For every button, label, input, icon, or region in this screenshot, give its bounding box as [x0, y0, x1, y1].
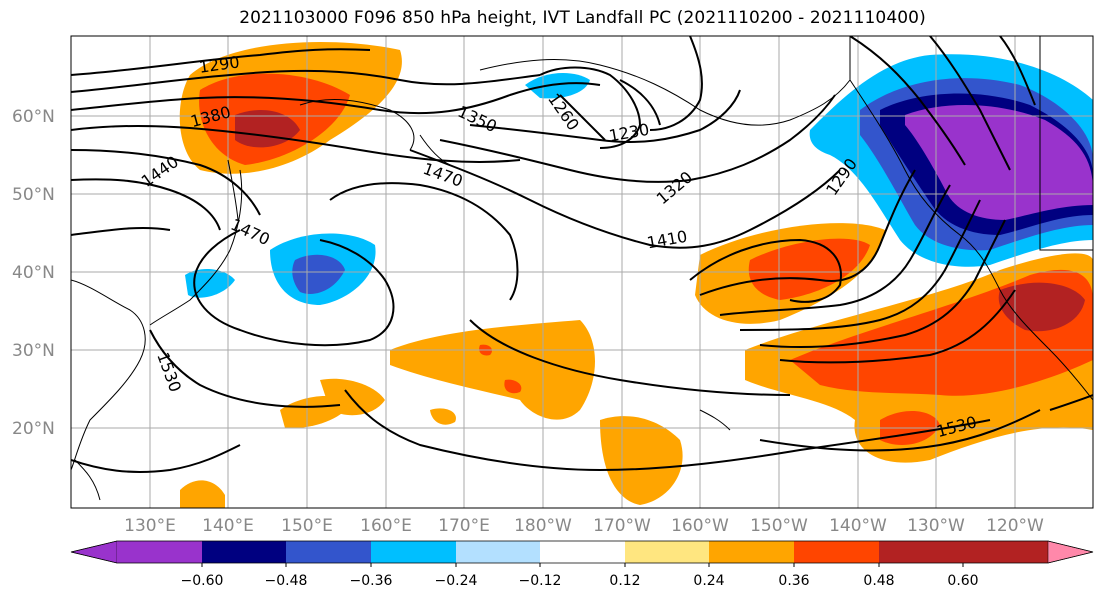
colorbar-swatch-12: [1047, 540, 1094, 564]
lon-label-120w: 120°W: [986, 516, 1044, 536]
colorbar-swatch-10: [879, 541, 963, 563]
lat-label-60n: 60°N: [12, 107, 55, 127]
lon-label-130e: 130°E: [124, 516, 176, 536]
lon-label-150e: 150°E: [281, 516, 333, 536]
ivt-negative-shading: [185, 54, 1093, 305]
lon-label-140e: 140°E: [202, 516, 254, 536]
colorbar-label-9: 0.60: [947, 573, 978, 589]
colorbar-outline: [70, 540, 1094, 564]
colorbar-label-7: 0.36: [778, 573, 809, 589]
colorbar-swatch-7: [625, 541, 709, 563]
colorbar-label-1: −0.48: [265, 573, 308, 589]
lon-label-160w: 160°W: [671, 516, 729, 536]
colorbar-swatch-5: [456, 541, 540, 563]
latitude-labels: 60°N 50°N 40°N 30°N 20°N: [12, 107, 55, 439]
lon-label-170w: 170°W: [593, 516, 651, 536]
colorbar-label-0: −0.60: [181, 573, 224, 589]
colorbar-swatch-4: [371, 541, 456, 563]
lon-label-150w: 150°W: [750, 516, 808, 536]
lon-label-140w: 140°W: [829, 516, 887, 536]
colorbar-label-2: −0.36: [350, 573, 393, 589]
lat-label-30n: 30°N: [12, 341, 55, 361]
lon-label-160e: 160°E: [360, 516, 412, 536]
colorbar-swatch-6: [540, 541, 625, 563]
colorbar: −0.60 −0.48 −0.36 −0.24 −0.12 0.12 0.24 …: [70, 540, 1094, 589]
lon-label-180w: 180°W: [514, 516, 572, 536]
colorbar-label-5: 0.12: [609, 573, 640, 589]
colorbar-swatch-1: [117, 541, 202, 563]
lat-label-50n: 50°N: [12, 185, 55, 205]
colorbar-swatch-8: [709, 541, 794, 563]
height-contours: [71, 36, 1093, 473]
colorbar-swatch-9: [794, 541, 879, 563]
colorbar-swatch-3: [286, 541, 371, 563]
map-frame: [70, 35, 1094, 509]
lat-label-20n: 20°N: [12, 419, 55, 439]
colorbar-ticks: [201, 563, 964, 567]
colorbar-label-3: −0.24: [435, 573, 478, 589]
colorbar-label-6: 0.24: [693, 573, 724, 589]
lat-label-40n: 40°N: [12, 263, 55, 283]
colorbar-label-8: 0.48: [863, 573, 894, 589]
colorbar-label-4: −0.12: [519, 573, 562, 589]
longitude-labels: 130°E 140°E 150°E 160°E 170°E 180°W 170°…: [124, 516, 1044, 536]
graticule: [71, 36, 1093, 508]
colorbar-swatch-0: [70, 540, 118, 564]
map-plot-area: 1290 1380 1440 1350 1260 1230 1470 1470 …: [71, 36, 1093, 508]
map-title: 2021103000 F096 850 hPa height, IVT Land…: [239, 8, 926, 28]
lon-label-130w: 130°W: [907, 516, 965, 536]
lon-label-170e: 170°E: [438, 516, 490, 536]
colorbar-swatch-11: [963, 541, 1048, 563]
colorbar-swatch-2: [202, 541, 286, 563]
